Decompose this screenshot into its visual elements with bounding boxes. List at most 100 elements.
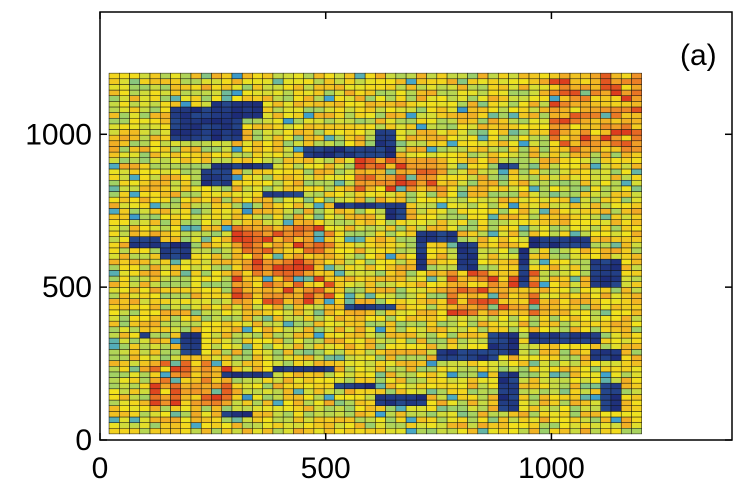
heatmap-cell (272, 411, 284, 418)
heatmap-cell (446, 428, 458, 435)
heatmap-cell (375, 146, 386, 153)
heatmap-cell (160, 117, 171, 125)
heatmap-cell (160, 208, 171, 215)
heatmap-cell (375, 179, 386, 187)
heatmap-cell (467, 146, 479, 153)
heatmap-cell (149, 230, 161, 237)
heatmap-cell (549, 298, 561, 305)
heatmap-cell (129, 247, 141, 254)
heatmap-cell (160, 303, 171, 311)
heatmap-cell (334, 106, 345, 113)
heatmap-cell (344, 241, 356, 249)
heatmap-cell (200, 101, 212, 108)
heatmap-cell (313, 213, 325, 220)
heatmap-cell (323, 179, 335, 187)
heatmap-cell (334, 281, 345, 288)
heatmap-cell (569, 236, 581, 243)
heatmap-cell (119, 326, 130, 333)
heatmap-cell (467, 315, 479, 322)
heatmap-cell (129, 320, 141, 328)
heatmap-cell (262, 191, 274, 198)
heatmap-cell (569, 185, 581, 192)
heatmap-cell (457, 315, 468, 322)
heatmap-cell (610, 343, 622, 350)
heatmap-cell (610, 399, 622, 406)
heatmap-cell (354, 405, 366, 412)
heatmap-cell (569, 196, 581, 204)
heatmap-cell (610, 219, 622, 226)
heatmap-cell (354, 225, 366, 232)
heatmap-cell (241, 270, 253, 277)
heatmap-cell (231, 146, 243, 153)
heatmap-cell (477, 219, 489, 226)
heatmap-cell (477, 241, 489, 249)
heatmap-cell (231, 320, 243, 328)
heatmap-cell (293, 253, 304, 260)
heatmap-cell (282, 157, 294, 164)
heatmap-cell (580, 89, 591, 96)
heatmap-cell (610, 157, 622, 164)
heatmap-cell (190, 394, 202, 401)
heatmap-cell (108, 377, 120, 384)
heatmap-cell (293, 292, 304, 299)
heatmap-cell (426, 388, 438, 395)
heatmap-cell (180, 213, 192, 220)
heatmap-cell (405, 405, 417, 412)
heatmap-cell (293, 106, 304, 113)
heatmap-cell (354, 185, 366, 192)
heatmap-cell (303, 219, 315, 226)
heatmap-cell (498, 416, 509, 423)
heatmap-cell (170, 388, 181, 395)
heatmap-cell (364, 405, 376, 412)
heatmap-cell (293, 117, 304, 125)
heatmap-cell (282, 337, 294, 344)
heatmap-cell (528, 264, 540, 271)
heatmap-cell (364, 225, 376, 232)
heatmap-cell (600, 208, 612, 215)
heatmap-cell (467, 219, 479, 226)
heatmap-cell (180, 394, 192, 401)
heatmap-cell (334, 78, 345, 85)
heatmap-cell (200, 320, 212, 328)
heatmap-cell (518, 151, 530, 158)
heatmap-cell (170, 360, 181, 367)
heatmap-cell (487, 309, 499, 316)
heatmap-cell (590, 140, 601, 147)
heatmap-cell (303, 95, 315, 102)
heatmap-cell (375, 106, 386, 113)
heatmap-cell (569, 129, 581, 136)
heatmap-cell (252, 196, 263, 204)
heatmap-cell (498, 303, 509, 311)
heatmap-cell (313, 428, 325, 435)
heatmap-cell (282, 185, 294, 192)
heatmap-cell (282, 202, 294, 209)
heatmap-cell (528, 354, 540, 361)
heatmap-cell (539, 225, 550, 232)
heatmap-cell (446, 332, 458, 339)
heatmap-cell (580, 275, 591, 282)
heatmap-cell (416, 298, 427, 305)
heatmap-cell (436, 303, 448, 311)
heatmap-cell (528, 309, 540, 316)
heatmap-cell (129, 202, 141, 209)
heatmap-cell (569, 208, 581, 215)
heatmap-cell (446, 382, 458, 390)
heatmap-cell (375, 258, 386, 266)
heatmap-cell (364, 72, 376, 80)
heatmap-cell (416, 382, 427, 390)
heatmap-cell (569, 163, 581, 170)
heatmap-cell (539, 287, 550, 294)
heatmap-cell (436, 349, 448, 356)
heatmap-cell (313, 191, 325, 198)
heatmap-cell (457, 309, 468, 316)
heatmap-cell (457, 399, 468, 406)
heatmap-cell (549, 360, 561, 367)
heatmap-cell (487, 354, 499, 361)
heatmap-cell (600, 411, 612, 418)
heatmap-cell (498, 208, 509, 215)
heatmap-cell (580, 411, 591, 418)
heatmap-cell (221, 366, 233, 373)
heatmap-cell (590, 174, 601, 181)
heatmap-cell (190, 179, 202, 187)
heatmap-cell (252, 95, 263, 102)
